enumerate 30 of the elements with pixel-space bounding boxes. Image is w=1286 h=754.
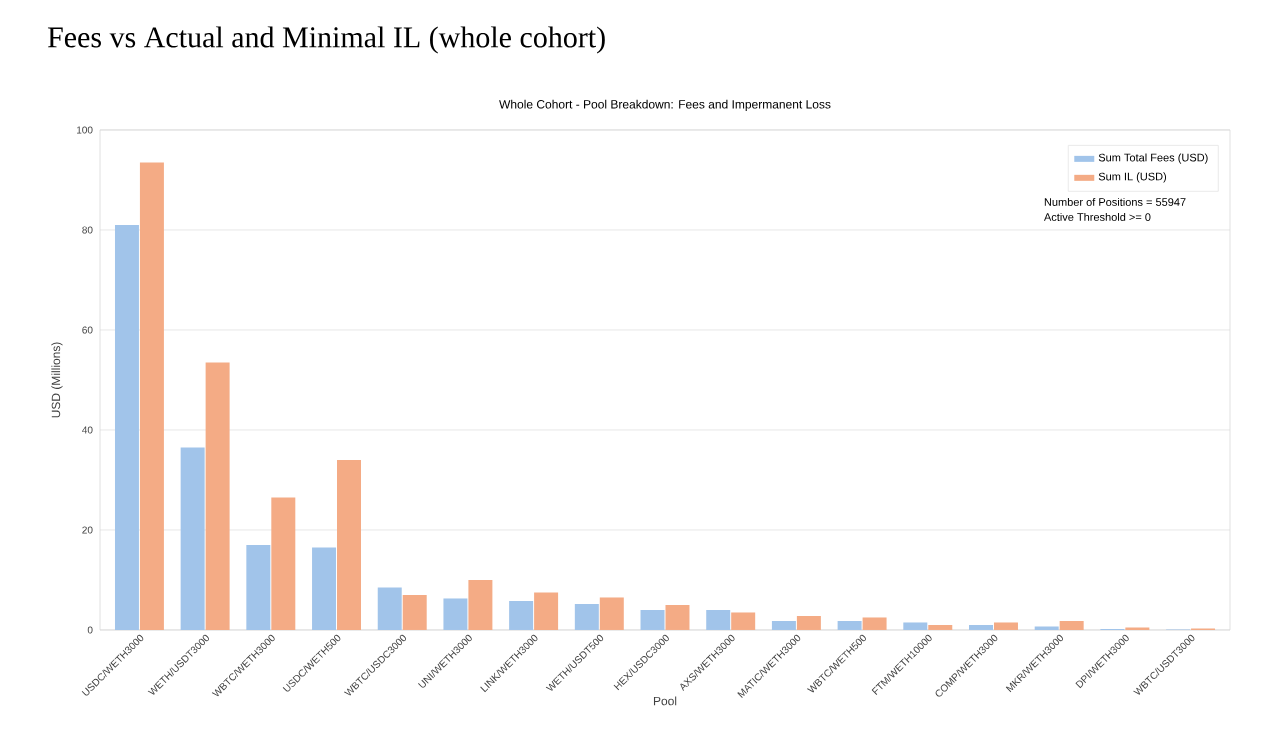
bar [928,624,953,630]
bar [903,622,928,630]
bar [180,447,205,630]
bar [443,598,468,630]
bar [1059,620,1084,630]
bar [969,624,993,630]
bar [205,362,230,630]
bar [271,497,296,630]
bar [574,603,599,630]
bar [706,609,731,630]
bar [246,544,271,630]
bar [337,459,362,630]
bar [640,609,665,630]
bar [796,615,821,630]
bar [402,594,427,630]
bar [862,617,887,630]
bar [837,620,862,630]
bar [377,587,402,630]
bar [665,604,690,630]
bar [468,579,493,630]
bar [312,547,337,630]
bar [993,622,1018,630]
bar [139,162,164,630]
chart-title: Fees vs Actual and Minimal IL (whole cohort) [47,26,605,54]
bar [771,620,796,630]
bar [509,600,534,630]
bar [534,592,559,630]
bar [599,597,624,630]
bar [731,612,756,630]
bar [114,224,139,630]
